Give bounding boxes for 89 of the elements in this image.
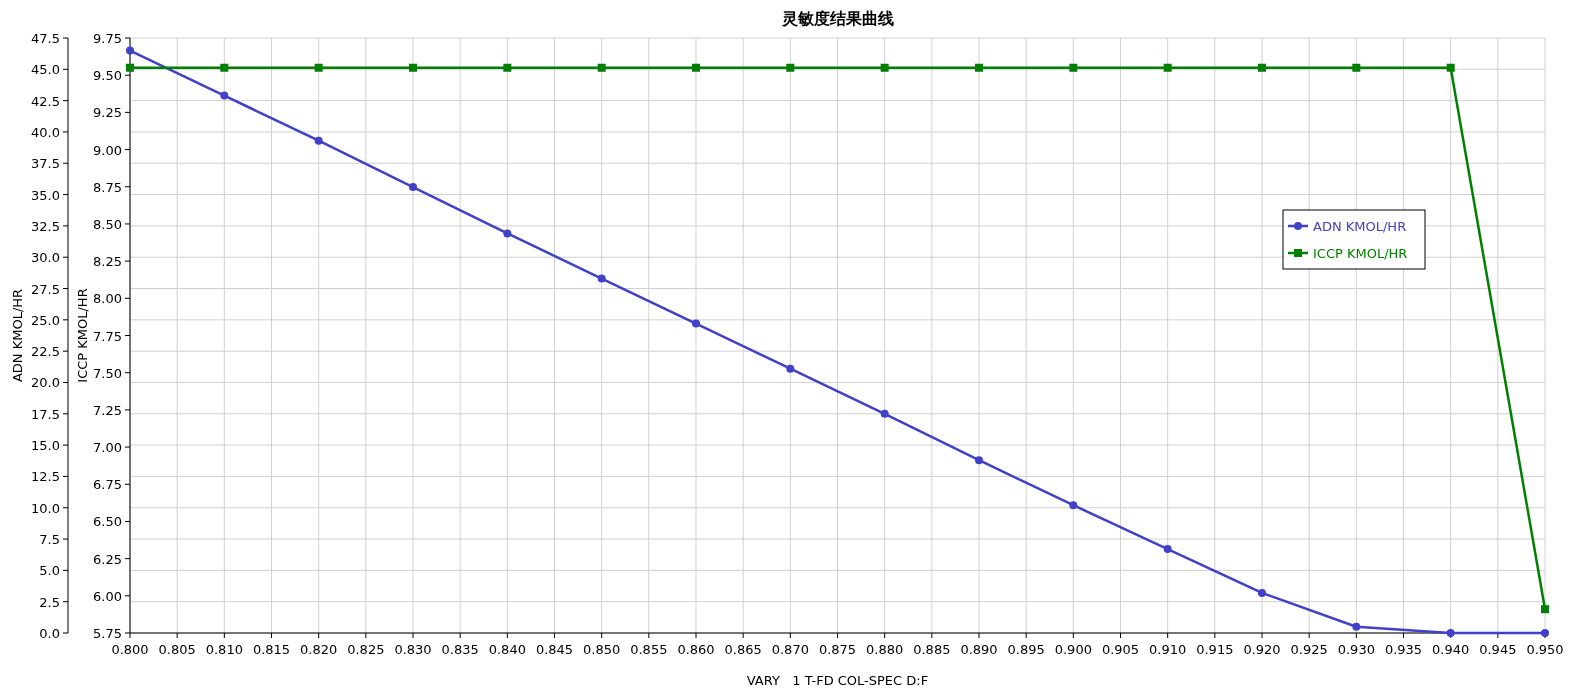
y2-tick-label: 8.00	[93, 291, 122, 307]
x-tick-label: 0.870	[771, 642, 809, 657]
y2-axis-title: ICCP KMOL/HR	[75, 288, 90, 383]
x-tick-label: 0.925	[1290, 642, 1328, 657]
y2-tick-label: 9.25	[93, 105, 122, 121]
y2-tick-label: 7.75	[93, 328, 122, 344]
point	[314, 136, 323, 145]
y2-tick-label: 9.00	[93, 142, 122, 158]
y2-tick-label: 7.25	[93, 402, 122, 418]
y-tick-label: 15.0	[31, 438, 60, 454]
y-tick-label: 7.5	[39, 532, 60, 548]
x-tick-label: 0.950	[1526, 642, 1564, 657]
x-tick-label: 0.835	[441, 642, 479, 657]
y-tick-label: 47.5	[31, 31, 60, 46]
point	[597, 274, 606, 283]
y2-tick-label: 8.75	[93, 179, 122, 195]
y-tick-label: 35.0	[31, 187, 60, 203]
y-tick-label: 2.5	[39, 594, 60, 610]
y-tick-label: 20.0	[31, 375, 60, 391]
x-tick-label: 0.805	[158, 642, 196, 657]
x-tick-label: 0.825	[347, 642, 385, 657]
y2-tick-label: 6.50	[93, 514, 122, 530]
y-tick-label: 17.5	[31, 406, 60, 422]
x-tick-label: 0.885	[913, 642, 951, 657]
x-tick-label: 0.895	[1007, 642, 1045, 657]
point	[1352, 622, 1361, 631]
x-axis-title: VARY 1 T-FD COL-SPEC D:F	[746, 673, 929, 688]
x-tick-label: 0.940	[1432, 642, 1470, 657]
x-tick-label: 0.945	[1479, 642, 1517, 657]
point	[692, 319, 700, 328]
x-tick-label: 0.890	[960, 642, 998, 657]
x-tick-label: 0.880	[866, 642, 904, 657]
x-tick-label: 0.865	[724, 642, 762, 657]
point	[1163, 545, 1172, 554]
x-tick-label: 0.915	[1196, 642, 1234, 657]
y2-tick-label: 6.00	[93, 588, 122, 604]
y2-tick-label: 9.50	[93, 68, 122, 84]
x-tick-label: 0.840	[488, 642, 526, 657]
y-tick-label: 45.0	[31, 62, 60, 78]
x-tick-label: 0.920	[1243, 642, 1281, 657]
point	[1069, 501, 1078, 510]
point	[1258, 588, 1266, 597]
y-tick-label: 12.5	[31, 469, 60, 485]
point	[409, 183, 417, 192]
x-tick-label: 0.930	[1337, 642, 1375, 657]
y2-tick-label: 6.75	[93, 477, 122, 493]
y-tick-label: 37.5	[31, 156, 60, 172]
x-tick-label: 0.935	[1384, 642, 1423, 657]
y-tick-label: 5.0	[39, 563, 60, 579]
y-tick-label: 10.0	[31, 500, 60, 516]
y-tick-label: 22.5	[31, 344, 60, 360]
point	[220, 91, 229, 100]
y-axis-title: ADN KMOL/HR	[10, 288, 25, 383]
chart-title: 灵敏度结果曲线	[780, 9, 894, 28]
x-tick-label: 0.850	[583, 642, 621, 657]
point	[975, 456, 983, 465]
point	[503, 229, 512, 238]
point	[1446, 629, 1455, 637]
x-tick-label: 0.820	[300, 642, 338, 657]
y2-tick-label: 9.75	[93, 31, 122, 46]
point	[880, 409, 889, 418]
y-tick-label: 25.0	[31, 312, 60, 328]
x-tick-label: 0.815	[252, 642, 291, 657]
y2-tick-label: 6.25	[93, 551, 122, 567]
point	[126, 46, 134, 55]
y-tick-label: 27.5	[31, 281, 60, 297]
y2-tick-label: 8.25	[93, 254, 122, 270]
y2-tick-label: 7.00	[93, 440, 122, 456]
x-tick-label: 0.905	[1101, 642, 1140, 657]
y2-tick-label: 7.50	[93, 365, 122, 381]
x-tick-label: 0.845	[535, 642, 574, 657]
x-tick-label: 0.900	[1054, 642, 1092, 657]
x-tick-label: 0.860	[677, 642, 715, 657]
y-tick-label: 42.5	[31, 93, 60, 109]
y-tick-label: 40.0	[31, 124, 60, 140]
y2-tick-label: 8.50	[93, 216, 122, 232]
y-tick-label: 32.5	[31, 218, 60, 234]
y-tick-label: 0.0	[39, 626, 60, 641]
x-tick-label: 0.875	[818, 642, 857, 657]
y2-tick-label: 5.75	[93, 626, 122, 641]
legend-label: ICCP KMOL/HR	[1313, 246, 1408, 261]
x-tick-label: 0.810	[205, 642, 243, 657]
x-tick-label: 0.855	[630, 642, 668, 657]
x-tick-label: 0.910	[1149, 642, 1187, 657]
x-tick-label: 0.830	[394, 642, 432, 657]
x-tick-label: 0.800	[111, 642, 149, 657]
y-tick-label: 30.0	[31, 250, 60, 266]
point	[786, 364, 795, 373]
legend-label: ADN KMOL/HR	[1313, 219, 1407, 234]
